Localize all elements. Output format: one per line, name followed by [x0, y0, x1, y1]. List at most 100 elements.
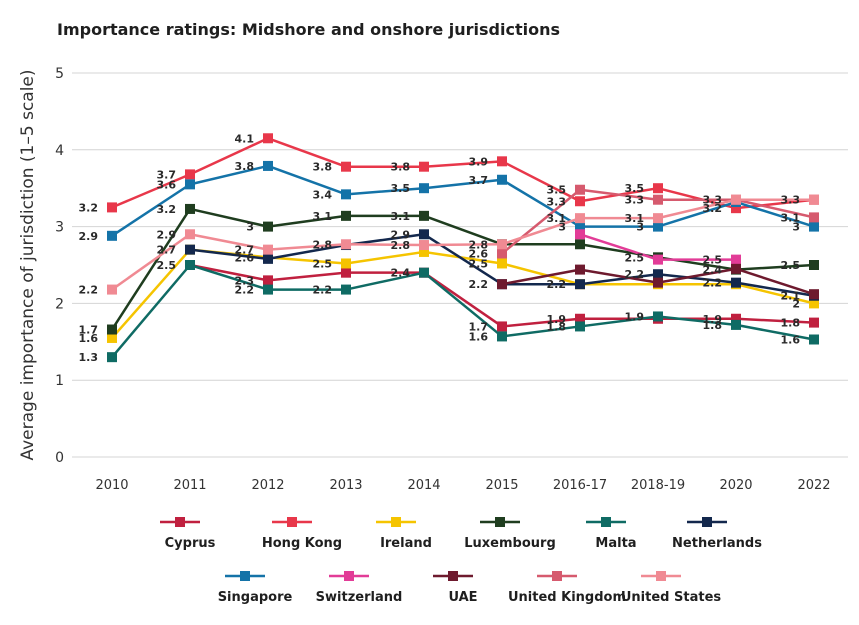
data-label-united-states: 3.3: [781, 194, 801, 207]
data-label-hong-kong: 3.8: [391, 161, 411, 174]
data-label-cyprus: 1.7: [469, 320, 489, 333]
data-label-malta: 1.9: [625, 310, 645, 323]
data-point-united-kingdom: [497, 248, 507, 259]
data-point-netherlands: [653, 269, 663, 280]
data-label-malta: 2.2: [313, 284, 333, 297]
data-point-uae: [731, 263, 741, 274]
x-tick-label: 2016-17: [553, 478, 607, 493]
data-point-hong-kong: [263, 133, 273, 144]
data-point-malta: [731, 319, 741, 330]
data-label-netherlands: 2.2: [703, 277, 723, 290]
legend-marker-switzerland: [344, 571, 354, 581]
data-label-united-kingdom: 3.5: [547, 184, 567, 197]
series-line-united-states: [111, 198, 814, 291]
x-tick-label: 2015: [485, 478, 518, 493]
data-label-netherlands: 2.2: [625, 268, 645, 281]
data-point-united-states: [419, 240, 429, 251]
legend-label-netherlands: Netherlands: [672, 536, 762, 551]
data-label-singapore: 3.6: [157, 178, 177, 191]
data-point-united-kingdom: [575, 184, 585, 195]
data-point-malta: [419, 267, 429, 278]
data-label-luxembourg: 2.8: [469, 238, 489, 251]
y-axis-label: Average importance of jurisdiction (1–5 …: [18, 69, 38, 460]
data-point-malta: [575, 321, 585, 332]
data-point-malta: [653, 311, 663, 322]
data-label-ireland: 2.5: [313, 257, 333, 270]
data-label-malta: 2.4: [391, 267, 411, 280]
data-label-united-kingdom: 3.3: [625, 194, 645, 207]
data-point-singapore: [341, 189, 351, 200]
data-label-united-states: 2.8: [313, 238, 333, 251]
x-tick-label: 2018-19: [631, 478, 685, 493]
y-tick-label: 2: [55, 296, 64, 312]
data-label-singapore: 3.5: [391, 182, 411, 195]
x-tick-label: 2022: [797, 478, 830, 493]
legend-marker-united-states: [656, 571, 666, 581]
data-label-hong-kong: 3.3: [547, 195, 567, 208]
data-point-cyprus: [731, 313, 741, 324]
data-point-united-states: [653, 213, 663, 224]
data-label-singapore: 3: [558, 221, 566, 234]
data-point-hong-kong: [497, 156, 507, 167]
data-point-hong-kong: [107, 202, 117, 213]
data-label-singapore: 3.4: [313, 188, 333, 201]
data-point-hong-kong: [731, 203, 741, 214]
chart-title: Importance ratings: Midshore and onshore…: [57, 20, 560, 39]
data-point-luxembourg: [107, 324, 117, 335]
data-label-ireland: 2.5: [469, 257, 489, 270]
data-point-singapore: [419, 183, 429, 194]
data-label-united-kingdom: 2.6: [469, 247, 489, 260]
data-label-malta: 1.8: [703, 319, 723, 332]
data-point-united-kingdom: [653, 194, 663, 205]
x-tick-label: 2011: [173, 478, 206, 493]
data-label-hong-kong: 3.5: [625, 182, 645, 195]
data-point-hong-kong: [185, 169, 195, 180]
data-point-netherlands: [575, 279, 585, 290]
data-point-united-states: [497, 239, 507, 250]
data-label-hong-kong: 3.9: [469, 155, 489, 168]
series-line-malta: [111, 263, 815, 358]
data-label-hong-kong: 3.2: [79, 201, 99, 214]
data-label-hong-kong: 3.2: [703, 202, 723, 215]
legend-label-singapore: Singapore: [218, 590, 293, 605]
data-point-united-states: [731, 194, 741, 205]
data-point-cyprus: [575, 313, 585, 324]
data-label-singapore: 2.9: [79, 230, 99, 243]
data-label-hong-kong: 3.8: [313, 161, 333, 174]
data-point-uae: [809, 289, 819, 300]
legend-label-switzerland: Switzerland: [316, 590, 403, 605]
data-point-united-states: [107, 284, 117, 295]
data-point-malta: [107, 352, 117, 363]
legend-label-luxembourg: Luxembourg: [464, 536, 556, 551]
data-point-singapore: [497, 174, 507, 185]
data-label-malta: 1.8: [547, 320, 567, 333]
data-point-ireland: [809, 298, 819, 309]
data-label-switzerland: 2.5: [703, 254, 723, 267]
data-label-cyprus: 1.9: [703, 313, 723, 326]
x-tick-label: 2013: [329, 478, 362, 493]
data-point-malta: [185, 260, 195, 270]
legend-label-uae: UAE: [448, 590, 477, 605]
data-point-malta: [263, 284, 273, 295]
data-label-ireland: 1.6: [79, 332, 99, 345]
data-label-hong-kong: 4.1: [235, 132, 255, 145]
data-label-luxembourg: 1.7: [79, 324, 99, 337]
data-label-cyprus: 1.9: [547, 313, 567, 326]
data-label-singapore: 3: [792, 221, 800, 234]
y-tick-label: 5: [55, 66, 64, 82]
data-label-malta: 1.6: [469, 330, 489, 343]
data-label-united-states: 2.8: [391, 239, 411, 252]
data-label-united-states: 2.2: [79, 284, 99, 297]
data-label-netherlands: 2.7: [157, 244, 177, 257]
legend-marker-luxembourg: [495, 517, 505, 527]
legend-marker-cyprus: [175, 517, 185, 527]
data-point-luxembourg: [341, 210, 351, 221]
data-point-switzerland: [653, 254, 663, 265]
data-label-malta: 2.2: [235, 284, 255, 297]
legend-label-malta: Malta: [595, 536, 636, 551]
data-label-united-kingdom: 3.1: [781, 211, 801, 224]
y-tick-label: 0: [55, 450, 64, 466]
data-point-united-states: [575, 213, 585, 224]
data-point-singapore: [185, 179, 195, 190]
data-label-luxembourg: 2.5: [781, 259, 801, 272]
